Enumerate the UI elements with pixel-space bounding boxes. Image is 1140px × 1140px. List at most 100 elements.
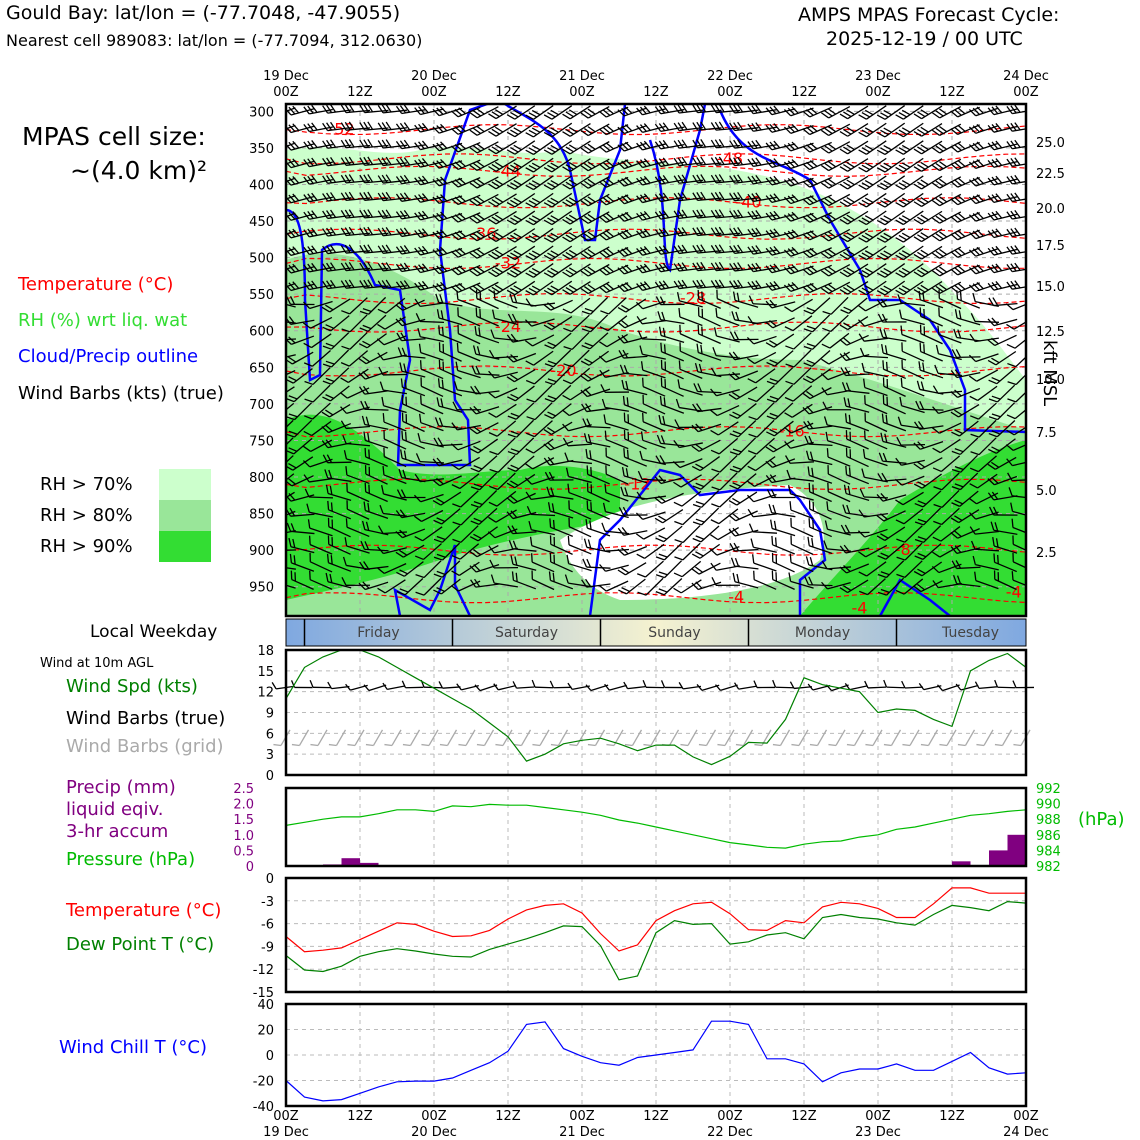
wind-barb-flag [692, 174, 699, 184]
wind-barb-flag [450, 145, 459, 153]
wind-barb-flag [510, 199, 519, 206]
wind-barb [303, 122, 333, 133]
wind-barb-flag [604, 683, 610, 691]
wind-barb-flag [565, 199, 574, 205]
wind-barb-flag [898, 129, 908, 136]
wind-barb-flag [491, 146, 500, 153]
wind-barb-flag [950, 163, 959, 171]
kft-tick-label: 25.0 [1036, 136, 1065, 151]
wind-barb-flag [580, 147, 589, 154]
wind-barb [322, 121, 352, 132]
wind-barb-flag [495, 743, 504, 747]
wind-barb-flag [783, 179, 792, 187]
wind-barb [414, 193, 444, 203]
wind-barb-staff [921, 175, 943, 190]
wind-barb [1006, 157, 1026, 167]
wind-barb-staff [495, 175, 517, 190]
wind-barb [913, 175, 943, 190]
wind-barb [359, 104, 389, 114]
wind-barb-flag [307, 123, 314, 132]
wind-barb-flag [432, 161, 440, 169]
wind-barb-staff [884, 157, 906, 173]
wind-barb-staff [516, 686, 535, 689]
wind-barb [303, 157, 333, 168]
wind-barb-flag [568, 179, 578, 186]
wind-barb-flag [880, 147, 889, 153]
wind-barb-flag [385, 174, 392, 183]
wind-barb [839, 158, 869, 172]
wind-barb-staff [903, 175, 924, 190]
wind-barb-flag [987, 142, 995, 151]
wind-barb-flag [476, 178, 485, 185]
wind-barb-flag [636, 125, 643, 133]
wind-barb-flag [326, 157, 333, 166]
wind-barb-flag [976, 141, 984, 149]
wind-barb-flag [624, 141, 633, 149]
wind-barb-flag [562, 113, 571, 120]
wind-barb-flag [403, 174, 411, 183]
wind-barb-flag [773, 175, 781, 184]
wind-barb-flag [639, 106, 647, 115]
wind-barb-flag [747, 176, 754, 185]
wind-barb-flag [643, 193, 651, 202]
wind-barb-flag [677, 174, 684, 184]
wind-barb-flag [421, 122, 429, 131]
wind-barb-flag [340, 139, 347, 149]
wind-barb-flag [714, 156, 721, 166]
wind-barb-staff [605, 124, 629, 136]
top-time-label: 24 Dec [1003, 69, 1049, 84]
wind-barb-staff [734, 162, 759, 167]
wind-barb-flag [531, 145, 541, 151]
wind-barb-flag [322, 122, 329, 132]
wind-barb-flag [673, 175, 680, 184]
wind-barb-staff [534, 686, 554, 689]
temperature-contour [286, 292, 1026, 305]
wind-barb-flag [1010, 105, 1017, 114]
wind-barb-flag [377, 140, 384, 149]
wind-barb-flag [696, 174, 703, 183]
wind-barb-flag [266, 126, 272, 135]
legend-precip-1: Precip (mm) [66, 777, 176, 798]
wind-barb-flag [288, 177, 296, 185]
wind-barb-flag [476, 743, 485, 747]
wind-barb-flag [680, 743, 689, 747]
wind-barb [322, 139, 352, 149]
legend-windchill: Wind Chill T (°C) [59, 1037, 207, 1058]
wind-barb-staff [457, 194, 481, 206]
wind-barb-true [623, 681, 646, 690]
wind-barb-staff [457, 124, 481, 135]
wind-barb-flag [692, 157, 699, 166]
wind-barb-flag [377, 122, 384, 131]
wind-barb-flag [473, 197, 482, 205]
wind-barb-flag [654, 141, 662, 150]
wind-barb-flag [1014, 122, 1021, 131]
wind-10m-label: Wind at 10m AGL [40, 656, 154, 671]
wind-barb [673, 104, 704, 114]
wind-barb-flag [976, 159, 984, 167]
wind-barb-flag [710, 139, 717, 149]
wind-barb-flag [274, 211, 280, 220]
wind-barb [303, 104, 333, 115]
wind-barb-flag [987, 124, 995, 133]
cell-size-label: MPAS cell size: [22, 122, 206, 151]
wind-barb [562, 140, 591, 155]
wind-barb-flag [274, 194, 280, 203]
wind-barb [377, 156, 408, 167]
wind-barb-staff [921, 105, 943, 120]
wind-barb-flag [418, 141, 425, 150]
wind-barb-staff [495, 105, 517, 120]
wind-barb-flag [385, 104, 392, 113]
wind-barb [359, 174, 389, 184]
y-tick-label: 0 [266, 769, 274, 784]
wind-barb-flag [584, 110, 593, 117]
wind-barb-staff [884, 175, 906, 191]
wind-barb-flag [733, 122, 740, 131]
wind-barb [765, 105, 796, 116]
wind-barb-flag [384, 743, 393, 747]
wind-barb-flag [617, 109, 625, 117]
wind-barb [562, 175, 591, 190]
wind-barb-flag [737, 104, 744, 113]
wind-barb-staff [420, 161, 444, 168]
top-time-label: 00Z [569, 85, 595, 100]
